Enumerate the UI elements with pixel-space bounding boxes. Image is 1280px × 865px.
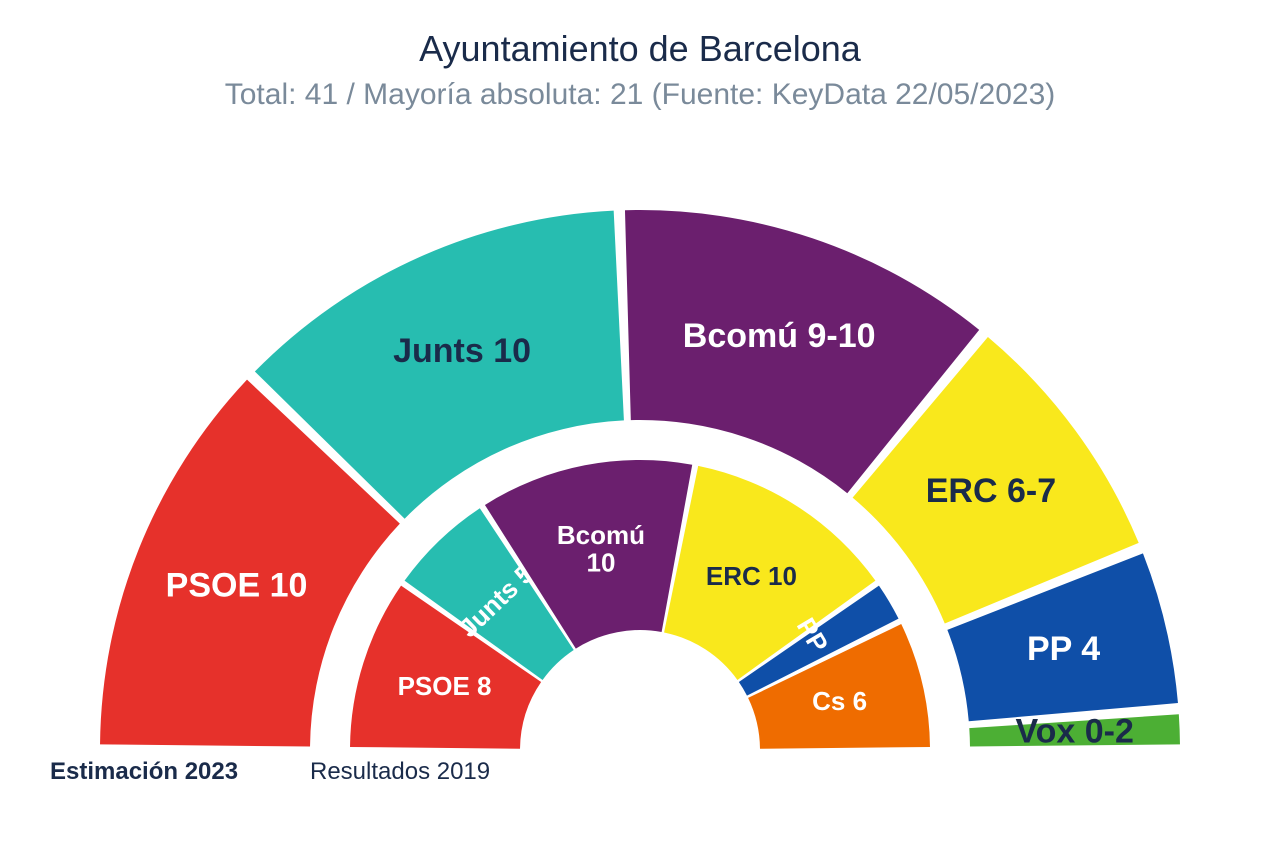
arc-label-cs: Cs 6 — [812, 686, 867, 716]
arc-label-erc: ERC 10 — [706, 561, 797, 591]
chart-subtitle: Total: 41 / Mayoría absoluta: 21 (Fuente… — [0, 78, 1280, 112]
caption-outer: Estimación 2023 — [50, 758, 238, 786]
arc-label-bcomú: Bcomú 9-10 — [683, 317, 876, 355]
arc-label-erc: ERC 6-7 — [926, 472, 1056, 510]
arc-label-junts: Junts 10 — [393, 332, 531, 370]
chart-title: Ayuntamiento de Barcelona — [0, 0, 1280, 70]
arc-label-vox: Vox 0-2 — [1015, 712, 1133, 750]
arc-label-psoe: PSOE 8 — [398, 671, 492, 701]
arc-label-pp: PP 4 — [1027, 630, 1100, 668]
arc-label-psoe: PSOE 10 — [166, 566, 308, 604]
caption-inner: Resultados 2019 — [310, 758, 490, 786]
parliament-chart: PSOE 10 Junts 10 Bcomú 9-10 ERC 6-7 PP 4 Vox … — [50, 160, 1230, 780]
